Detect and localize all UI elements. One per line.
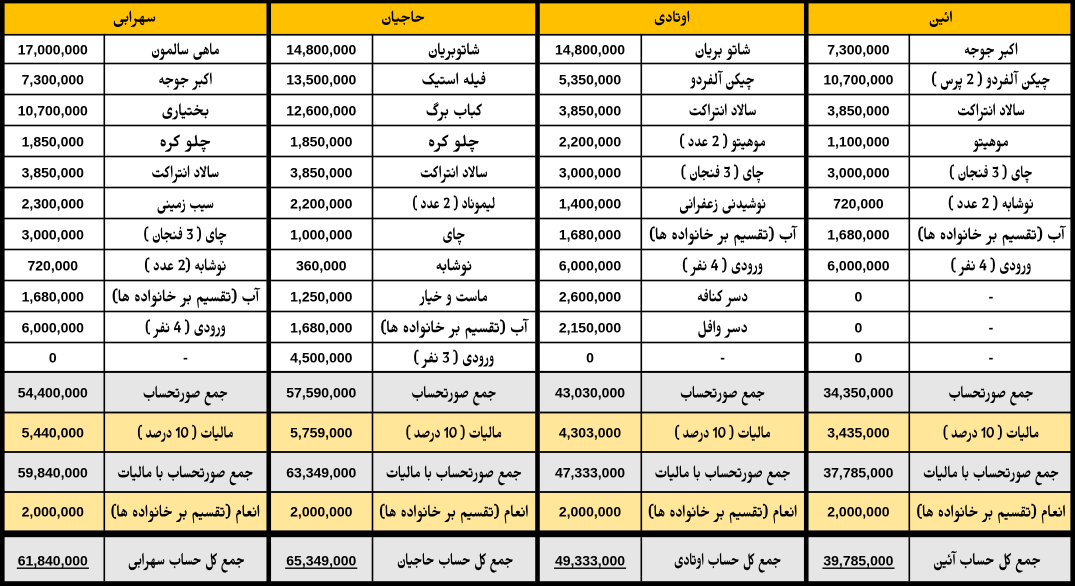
svg-text:2,000,000: 2,000,000 bbox=[290, 504, 352, 520]
svg-text:1,680,000: 1,680,000 bbox=[290, 319, 352, 335]
svg-text:14,800,000: 14,800,000 bbox=[555, 42, 625, 58]
svg-text:43,030,000: 43,030,000 bbox=[555, 385, 625, 401]
svg-text:1,100,000: 1,100,000 bbox=[827, 133, 889, 149]
svg-text:3,000,000: 3,000,000 bbox=[22, 226, 84, 242]
svg-text:39,785,000: 39,785,000 bbox=[823, 552, 893, 568]
svg-text:57,590,000: 57,590,000 bbox=[286, 385, 356, 401]
svg-text:5,440,000: 5,440,000 bbox=[22, 425, 84, 441]
svg-text:61,840,000: 61,840,000 bbox=[18, 552, 88, 568]
svg-text:34,350,000: 34,350,000 bbox=[823, 385, 893, 401]
svg-text:6,000,000: 6,000,000 bbox=[22, 319, 84, 335]
svg-text:1,850,000: 1,850,000 bbox=[22, 133, 84, 149]
svg-text:-: - bbox=[989, 288, 994, 304]
svg-text:0: 0 bbox=[855, 288, 863, 304]
svg-text:3,850,000: 3,850,000 bbox=[22, 164, 84, 180]
svg-text:3,850,000: 3,850,000 bbox=[827, 102, 889, 118]
svg-text:0: 0 bbox=[855, 350, 863, 366]
svg-text:-: - bbox=[720, 350, 725, 366]
svg-text:2,200,000: 2,200,000 bbox=[290, 195, 352, 211]
svg-text:12,600,000: 12,600,000 bbox=[286, 102, 356, 118]
svg-text:7,300,000: 7,300,000 bbox=[22, 71, 84, 87]
svg-text:1,000,000: 1,000,000 bbox=[290, 226, 352, 242]
svg-text:-: - bbox=[183, 350, 188, 366]
svg-text:-: - bbox=[989, 319, 994, 335]
svg-text:7,300,000: 7,300,000 bbox=[827, 42, 889, 58]
svg-text:13,500,000: 13,500,000 bbox=[286, 71, 356, 87]
svg-text:0: 0 bbox=[49, 350, 57, 366]
svg-text:720,000: 720,000 bbox=[27, 257, 78, 273]
svg-text:14,800,000: 14,800,000 bbox=[286, 42, 356, 58]
svg-text:37,785,000: 37,785,000 bbox=[823, 464, 893, 480]
svg-text:6,000,000: 6,000,000 bbox=[827, 257, 889, 273]
svg-text:4,303,000: 4,303,000 bbox=[559, 425, 621, 441]
svg-text:1,680,000: 1,680,000 bbox=[827, 226, 889, 242]
svg-text:3,000,000: 3,000,000 bbox=[559, 164, 621, 180]
svg-text:1,850,000: 1,850,000 bbox=[290, 133, 352, 149]
svg-text:1,250,000: 1,250,000 bbox=[290, 288, 352, 304]
svg-text:3,850,000: 3,850,000 bbox=[290, 164, 352, 180]
svg-text:2,200,000: 2,200,000 bbox=[559, 133, 621, 149]
svg-text:17,000,000: 17,000,000 bbox=[18, 42, 88, 58]
svg-text:2,000,000: 2,000,000 bbox=[559, 504, 621, 520]
svg-text:1,680,000: 1,680,000 bbox=[22, 288, 84, 304]
svg-text:-: - bbox=[989, 350, 994, 366]
svg-text:0: 0 bbox=[586, 350, 594, 366]
svg-text:720,000: 720,000 bbox=[833, 195, 884, 211]
svg-text:47,333,000: 47,333,000 bbox=[555, 464, 625, 480]
svg-text:3,000,000: 3,000,000 bbox=[827, 164, 889, 180]
svg-text:2,150,000: 2,150,000 bbox=[559, 319, 621, 335]
svg-text:2,600,000: 2,600,000 bbox=[559, 288, 621, 304]
svg-text:54,400,000: 54,400,000 bbox=[18, 385, 88, 401]
svg-text:2,000,000: 2,000,000 bbox=[827, 504, 889, 520]
svg-text:1,400,000: 1,400,000 bbox=[559, 195, 621, 211]
svg-text:5,759,000: 5,759,000 bbox=[290, 425, 352, 441]
svg-text:65,349,000: 65,349,000 bbox=[286, 552, 356, 568]
svg-text:49,333,000: 49,333,000 bbox=[555, 552, 625, 568]
svg-text:63,349,000: 63,349,000 bbox=[286, 464, 356, 480]
svg-text:0: 0 bbox=[855, 319, 863, 335]
svg-text:360,000: 360,000 bbox=[296, 257, 347, 273]
svg-text:3,435,000: 3,435,000 bbox=[827, 425, 889, 441]
svg-text:10,700,000: 10,700,000 bbox=[18, 102, 88, 118]
svg-text:2,300,000: 2,300,000 bbox=[22, 195, 84, 211]
svg-text:5,350,000: 5,350,000 bbox=[559, 71, 621, 87]
svg-text:6,000,000: 6,000,000 bbox=[559, 257, 621, 273]
svg-text:59,840,000: 59,840,000 bbox=[18, 464, 88, 480]
svg-text:2,000,000: 2,000,000 bbox=[22, 504, 84, 520]
svg-text:4,500,000: 4,500,000 bbox=[290, 350, 352, 366]
svg-text:10,700,000: 10,700,000 bbox=[823, 71, 893, 87]
svg-text:1,680,000: 1,680,000 bbox=[559, 226, 621, 242]
svg-text:3,850,000: 3,850,000 bbox=[559, 102, 621, 118]
